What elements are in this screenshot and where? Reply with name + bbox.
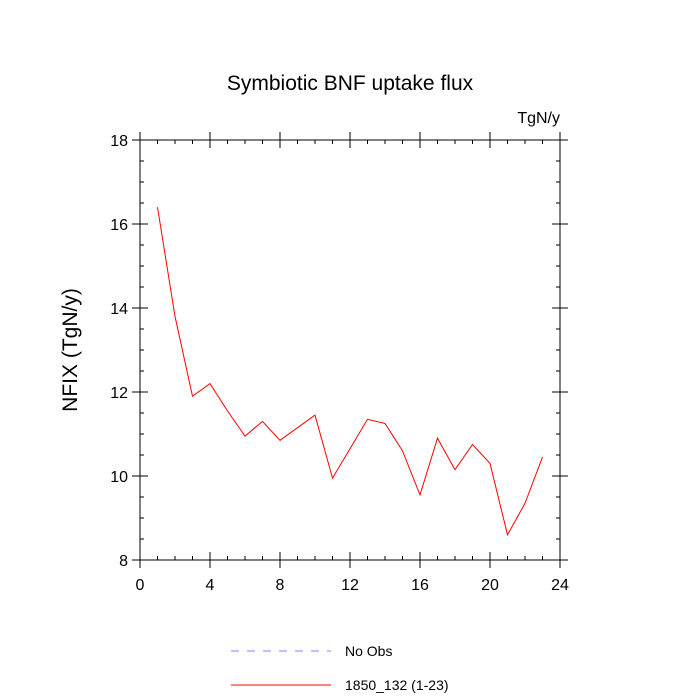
series-line: [157, 207, 543, 537]
y-axis-label: NFIX (TgN/y): [59, 288, 82, 412]
legend: No Obs 1850_132 (1-23): [231, 643, 449, 693]
chart-title: Symbiotic BNF uptake flux: [227, 72, 474, 95]
y-tick-label: 12: [110, 385, 128, 402]
y-tick-label: 8: [119, 553, 128, 570]
plot-frame: [139, 139, 561, 561]
x-tick-label: 24: [551, 577, 569, 594]
x-tick-label: 20: [481, 577, 499, 594]
x-tick-label: 16: [411, 577, 429, 594]
x-tick-label: 12: [341, 577, 359, 594]
y-tick-label: 14: [110, 301, 128, 318]
y-tick-label: 18: [110, 133, 128, 150]
y-tick-label: 16: [110, 217, 128, 234]
y-tick-label: 10: [110, 469, 128, 486]
legend-label: No Obs: [345, 643, 392, 659]
x-tick-label: 0: [136, 577, 145, 594]
series-layer: [157, 207, 543, 537]
x-tick-label: 4: [206, 577, 215, 594]
legend-label: 1850_132 (1-23): [345, 677, 449, 693]
x-tick-label: 8: [276, 577, 285, 594]
units-label: TgN/y: [517, 110, 560, 127]
axis-ticks: 0 4 8 12 16 20 24 8 10 12 14 16 18: [110, 132, 569, 594]
